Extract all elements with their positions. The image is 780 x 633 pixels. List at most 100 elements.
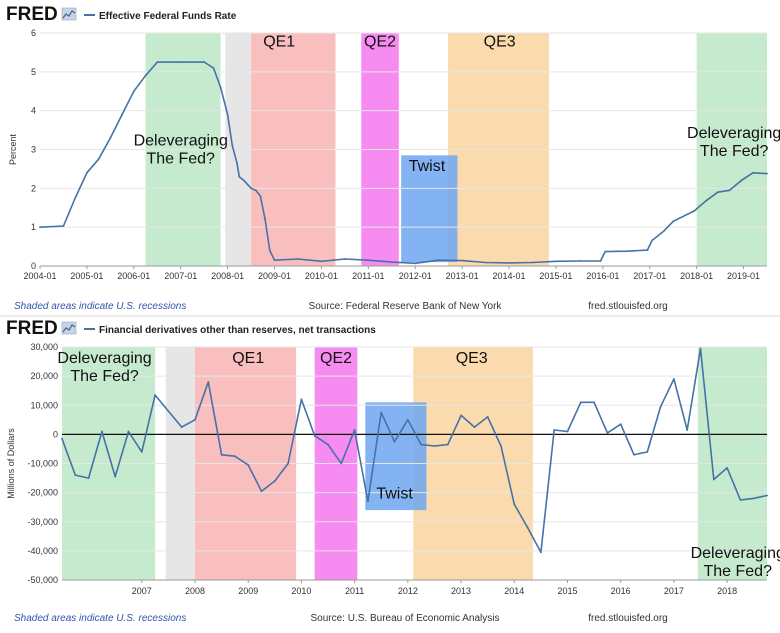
data-point [578, 260, 581, 262]
data-point [140, 451, 143, 453]
data-point [109, 137, 112, 139]
annotation-qe2: QE2 [320, 350, 352, 367]
data-point [390, 261, 393, 263]
data-point [234, 455, 236, 458]
data-point [268, 249, 271, 252]
fred-logo: FRED [6, 4, 58, 25]
data-point [420, 443, 423, 446]
data-point [250, 187, 253, 190]
data-point [437, 259, 440, 262]
x-tick-label: 2008-01 [211, 271, 244, 281]
fred-graph-icon [61, 7, 77, 21]
data-point [101, 430, 103, 433]
data-point [699, 347, 702, 350]
x-tick-label: 2019-01 [727, 271, 760, 281]
y-tick-label: 30,000 [30, 342, 58, 352]
series-line [61, 347, 768, 554]
data-point [393, 440, 396, 443]
data-point [259, 195, 262, 198]
data-point [297, 258, 299, 260]
y-tick-label: 6 [31, 28, 36, 38]
data-point [273, 480, 276, 482]
chart-2: FRED Financial derivatives other than res… [0, 315, 780, 624]
data-point [367, 500, 369, 503]
annotation-qe1: QE1 [232, 350, 264, 367]
data-point [508, 262, 510, 264]
footer-site: fred.stlouisfed.org [588, 301, 668, 312]
data-point [500, 445, 502, 447]
data-point [87, 477, 90, 479]
data-point [526, 526, 529, 529]
y-tick-label: -10,000 [27, 459, 58, 469]
x-tick-label: 2018-01 [680, 271, 713, 281]
x-tick-label: 2014 [504, 586, 524, 596]
annotation-qe3: QE3 [484, 34, 516, 51]
series-line [39, 61, 768, 265]
data-point [194, 418, 196, 421]
data-point [473, 426, 476, 428]
x-tick-label: 2014-01 [493, 271, 526, 281]
footer-site: fred.stlouisfed.org [588, 613, 668, 624]
x-tick-label: 2011 [345, 586, 364, 596]
data-point [97, 158, 100, 161]
data-point [273, 259, 276, 262]
fred-logo: FRED [6, 318, 58, 339]
data-point [599, 260, 602, 262]
data-point [461, 259, 463, 262]
x-tick-label: 2008 [185, 586, 205, 596]
x-tick-label: 2017 [664, 586, 684, 596]
data-point [460, 414, 462, 417]
data-point [579, 401, 582, 404]
data-point [114, 475, 117, 478]
data-point [604, 250, 607, 253]
data-point [555, 260, 557, 263]
fred-graph-icon [61, 321, 77, 335]
y-tick-label: 3 [31, 145, 36, 155]
data-point [264, 218, 266, 221]
data-point [651, 239, 653, 242]
x-tick-label: 2012 [398, 586, 418, 596]
annotation-twist: Twist [376, 485, 413, 502]
data-point [231, 144, 234, 147]
data-point [39, 226, 41, 229]
data-point [662, 230, 665, 233]
footer-source: Source: U.S. Bureau of Economic Analysis [311, 613, 500, 624]
data-point [766, 494, 768, 497]
x-tick-label: 2010-01 [305, 271, 338, 281]
data-point [320, 260, 323, 263]
data-point [300, 398, 303, 401]
data-point [344, 258, 346, 260]
y-axis-label: Percent [8, 133, 18, 165]
annotation-deleveraging: Deleveraging The Fed? [691, 545, 780, 580]
annotation-deleveraging: Deleveraging The Fed? [57, 350, 151, 385]
data-point [226, 113, 229, 116]
x-tick-label: 2018 [717, 586, 737, 596]
data-point [740, 179, 743, 182]
data-point [247, 464, 250, 466]
x-tick-label: 2006-01 [117, 271, 150, 281]
data-point [260, 490, 263, 493]
x-tick-label: 2004-01 [23, 271, 56, 281]
annotation-deleveraging: Deleveraging The Fed? [687, 125, 780, 160]
data-point [86, 171, 88, 174]
x-tick-label: 2007 [132, 586, 152, 596]
data-point [716, 191, 719, 194]
data-point [686, 429, 689, 431]
y-tick-label: 2 [31, 183, 36, 193]
chart-title: Financial derivatives other than reserve… [99, 325, 376, 336]
y-tick-label: -40,000 [27, 546, 58, 556]
y-axis-label: Millions of Dollars [6, 428, 16, 499]
data-point [553, 429, 556, 431]
data-point [659, 405, 662, 408]
annotation-twist: Twist [409, 158, 446, 175]
y-tick-label: 4 [31, 106, 36, 116]
data-point [625, 250, 628, 253]
data-point [619, 423, 622, 426]
footer-source: Source: Federal Reserve Bank of New York [309, 301, 503, 312]
data-point [154, 394, 157, 396]
data-point [254, 189, 257, 192]
data-point [180, 426, 183, 428]
y-tick-label: -20,000 [27, 488, 58, 498]
data-point [212, 67, 215, 69]
data-point [327, 443, 329, 446]
